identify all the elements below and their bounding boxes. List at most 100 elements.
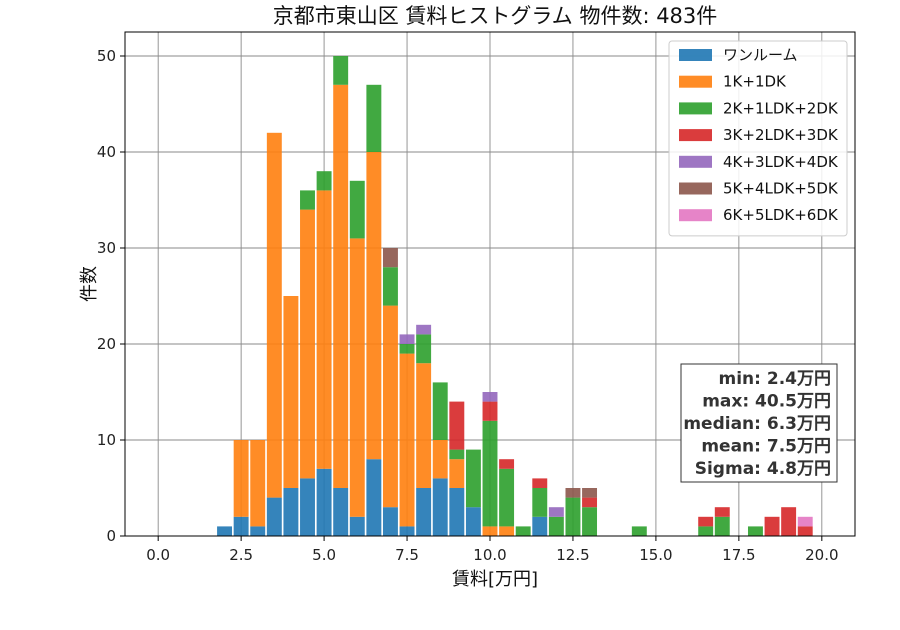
x-tick-label: 15.0: [639, 546, 672, 564]
bar-segment: [333, 488, 349, 536]
bar-segment: [482, 420, 498, 527]
bar-segment: [482, 392, 498, 402]
bar-segment: [399, 526, 415, 536]
x-tick-label: 5.0: [312, 546, 336, 564]
stats-line: min: 2.4万円: [719, 369, 831, 389]
bar-segment: [382, 267, 398, 306]
legend-swatch: [679, 102, 712, 115]
bar-segment: [432, 440, 448, 479]
x-tick-label: 17.5: [722, 546, 755, 564]
bar-segment: [499, 459, 515, 469]
bar-segment: [781, 507, 797, 536]
bar-segment: [250, 440, 266, 527]
bar-segment: [582, 488, 598, 498]
bar-segment: [631, 526, 647, 536]
bar-segment: [316, 190, 332, 469]
bar-segment: [449, 449, 465, 460]
legend-swatch: [679, 155, 712, 168]
bar-segment: [416, 334, 432, 364]
bar-segment: [382, 305, 398, 508]
bar-segment: [698, 526, 714, 536]
bar-segment: [449, 488, 465, 536]
bar-segment: [366, 84, 382, 152]
legend-label: 6K+5LDK+6DK: [723, 206, 839, 224]
bar-segment: [250, 526, 266, 536]
legend-label: 1K+1DK: [723, 73, 787, 91]
legend-label: 3K+2LDK+3DK: [723, 126, 839, 144]
bar-segment: [499, 526, 515, 536]
x-tick-label: 7.5: [395, 546, 419, 564]
bar-segment: [233, 516, 249, 536]
bar-segment: [482, 526, 498, 536]
bar-segment: [266, 132, 282, 498]
bar-segment: [465, 449, 481, 508]
bar-segment: [416, 324, 432, 335]
bar-segment: [399, 344, 415, 354]
chart-title: 京都市東山区 賃料ヒストグラム 物件数: 483件: [273, 4, 718, 28]
legend: ワンルーム 1K+1DK 2K+1LDK+2DK 3K+2LDK+3DK 4K+3LDK…: [668, 40, 848, 237]
bar-segment: [283, 488, 299, 536]
bar-segment: [300, 190, 315, 210]
bar-segment: [366, 459, 382, 536]
x-tick-label: 0.0: [146, 546, 170, 564]
bar-segment: [416, 363, 432, 488]
legend-label: 4K+3LDK+4DK: [723, 153, 839, 171]
bar-segment: [432, 382, 448, 440]
y-tick-label: 10: [97, 431, 116, 449]
bar-segment: [266, 497, 282, 536]
y-tick-label: 30: [97, 239, 116, 257]
bar-segment: [532, 488, 548, 517]
stats-line: Sigma: 4.8万円: [695, 459, 831, 479]
bar-segment: [316, 171, 332, 191]
legend-label: ワンルーム: [723, 46, 798, 64]
legend-swatch: [679, 75, 712, 88]
y-tick-label: 20: [97, 335, 116, 353]
legend-label: 5K+4LDK+5DK: [723, 180, 839, 198]
bar-segment: [465, 507, 481, 536]
bar-segment: [300, 209, 315, 479]
legend-swatch: [679, 209, 712, 222]
x-axis-label: 賃料[万円]: [452, 569, 538, 590]
y-axis: 0 10 20 30 40 50: [97, 47, 125, 545]
y-tick-label: 50: [97, 47, 116, 65]
legend-box: [668, 40, 848, 237]
bar-segment: [747, 526, 763, 536]
bar-segment: [416, 488, 432, 536]
bar-segment: [449, 401, 465, 450]
bar-segment: [515, 526, 531, 536]
x-axis: 0.0 2.5 5.0 7.5 10.0 12.5 15.0 17.5 20.0: [146, 536, 839, 564]
bar-segment: [797, 516, 813, 527]
bar-segment: [548, 516, 564, 536]
bar-segment: [399, 353, 415, 527]
bar-segment: [565, 488, 581, 498]
bar-stacks: [217, 56, 813, 536]
bar-segment: [714, 507, 730, 517]
bar-segment: [333, 56, 349, 85]
bar-segment: [217, 526, 233, 536]
bar-segment: [499, 468, 515, 527]
bar-segment: [432, 478, 448, 536]
bar-segment: [233, 440, 249, 517]
y-tick-label: 0: [106, 527, 116, 545]
bar-segment: [698, 516, 714, 527]
bar-segment: [333, 84, 349, 489]
x-tick-label: 2.5: [229, 546, 253, 564]
bar-segment: [582, 497, 598, 508]
bar-segment: [399, 334, 415, 344]
bar-segment: [797, 526, 813, 536]
bar-segment: [532, 516, 548, 536]
y-tick-label: 40: [97, 143, 116, 161]
bar-segment: [482, 401, 498, 421]
bar-segment: [449, 459, 465, 488]
bar-segment: [316, 468, 332, 536]
bar-segment: [382, 507, 398, 536]
y-axis-label: 件数: [79, 266, 100, 302]
bar-segment: [349, 180, 365, 239]
bar-segment: [349, 516, 365, 536]
legend-swatch: [679, 129, 712, 142]
x-tick-label: 20.0: [805, 546, 838, 564]
bar-segment: [548, 507, 564, 517]
